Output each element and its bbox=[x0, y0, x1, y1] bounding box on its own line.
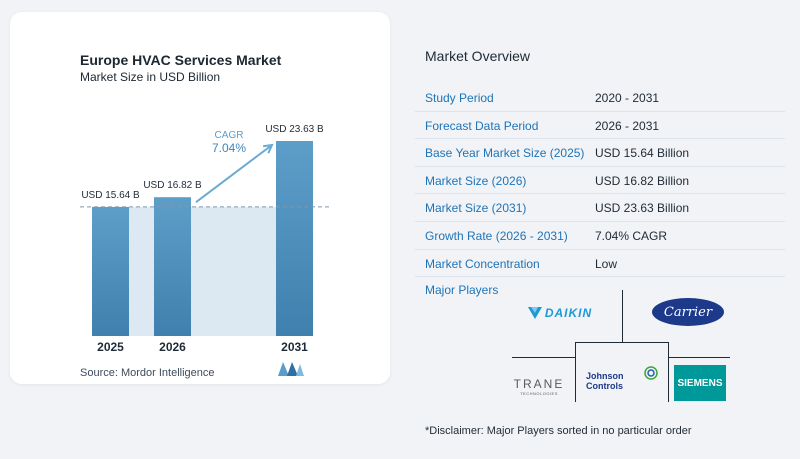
johnson-text: Johnson bbox=[586, 371, 624, 381]
row-label: Growth Rate (2026 - 2031) bbox=[425, 228, 568, 243]
overview-row: Base Year Market Size (2025) USD 15.64 Bi… bbox=[415, 139, 785, 167]
bar-chart: USD 15.64 B 2025 USD 16.82 B 2026 USD 23.63 … bbox=[80, 124, 330, 354]
disclaimer-text: *Disclaimer: Major Players sorted in no … bbox=[425, 425, 692, 437]
row-value: USD 16.82 Billion bbox=[595, 173, 690, 188]
trane-logo: TRANE TECHNOLOGIES bbox=[508, 374, 570, 398]
row-label: Market Concentration bbox=[425, 256, 540, 271]
row-value: Low bbox=[595, 256, 618, 271]
source-text: Source: Mordor Intelligence bbox=[80, 367, 215, 379]
row-label: Market Size (2031) bbox=[425, 201, 527, 216]
carrier-oval: Carrier bbox=[652, 298, 724, 326]
carrier-logo: Carrier bbox=[650, 296, 726, 328]
data-label: USD 15.64 B bbox=[81, 190, 140, 201]
overview-row: Study Period 2020 - 2031 bbox=[415, 84, 785, 112]
connector-line bbox=[668, 357, 730, 358]
trane-subtext: TECHNOLOGIES bbox=[520, 390, 558, 396]
daikin-text: DAIKIN bbox=[544, 306, 593, 320]
chart-subtitle: Market Size in USD Billion bbox=[80, 70, 221, 84]
overview-row: Forecast Data Period 2026 - 2031 bbox=[415, 112, 785, 140]
row-label: Market Size (2026) bbox=[425, 173, 527, 188]
x-tick-label: 2031 bbox=[281, 340, 308, 354]
row-value: 2026 - 2031 bbox=[595, 118, 660, 133]
overview-table: Study Period 2020 - 2031 Forecast Data Pe… bbox=[415, 84, 785, 278]
mordor-logo-icon bbox=[278, 362, 304, 376]
bar-2026 bbox=[154, 197, 191, 336]
siemens-text: SIEMENS bbox=[677, 377, 723, 389]
data-label: USD 23.63 B bbox=[265, 124, 324, 135]
bar-2025 bbox=[92, 206, 129, 336]
connector-line bbox=[622, 290, 623, 342]
connector-line bbox=[512, 357, 575, 358]
connector-line bbox=[575, 342, 576, 402]
cagr-label: CAGR bbox=[215, 130, 244, 141]
row-value: 7.04% CAGR bbox=[595, 228, 668, 243]
overview-title: Market Overview bbox=[425, 48, 531, 64]
major-players-title: Major Players bbox=[425, 283, 499, 297]
overview-row: Growth Rate (2026 - 2031) 7.04% CAGR bbox=[415, 222, 785, 250]
row-value: USD 23.63 Billion bbox=[595, 201, 690, 216]
x-tick-label: 2026 bbox=[159, 340, 186, 354]
carrier-text: Carrier bbox=[663, 304, 713, 320]
cagr-arrow bbox=[195, 144, 273, 203]
johnson-controls-swirl-icon bbox=[644, 366, 658, 380]
overview-row: Market Concentration Low bbox=[415, 250, 785, 278]
overview-row: Market Size (2026) USD 16.82 Billion bbox=[415, 167, 785, 195]
connector-line bbox=[575, 342, 669, 343]
data-label: USD 16.82 B bbox=[143, 180, 202, 191]
daikin-mark-icon bbox=[527, 307, 542, 319]
row-value: USD 15.64 Billion bbox=[595, 146, 690, 161]
overview-row: Market Size (2031) USD 23.63 Billion bbox=[415, 194, 785, 222]
bar-2031 bbox=[276, 141, 313, 336]
chart-title: Europe HVAC Services Market bbox=[80, 52, 282, 68]
cagr-value: 7.04% bbox=[212, 141, 246, 155]
johnson-controls-logo: Johnson Controls bbox=[586, 364, 660, 398]
row-label: Study Period bbox=[425, 91, 494, 105]
row-label: Base Year Market Size (2025) bbox=[425, 146, 585, 161]
row-value: 2020 - 2031 bbox=[595, 91, 660, 105]
daikin-logo: DAIKIN bbox=[520, 300, 600, 326]
cagr-arrowhead-icon bbox=[262, 143, 274, 154]
trane-text: TRANE bbox=[513, 376, 565, 391]
x-tick-label: 2025 bbox=[97, 340, 124, 354]
connector-line bbox=[668, 342, 669, 402]
siemens-logo: SIEMENS bbox=[674, 365, 726, 401]
controls-text: Controls bbox=[586, 381, 623, 391]
row-label: Forecast Data Period bbox=[425, 118, 539, 133]
